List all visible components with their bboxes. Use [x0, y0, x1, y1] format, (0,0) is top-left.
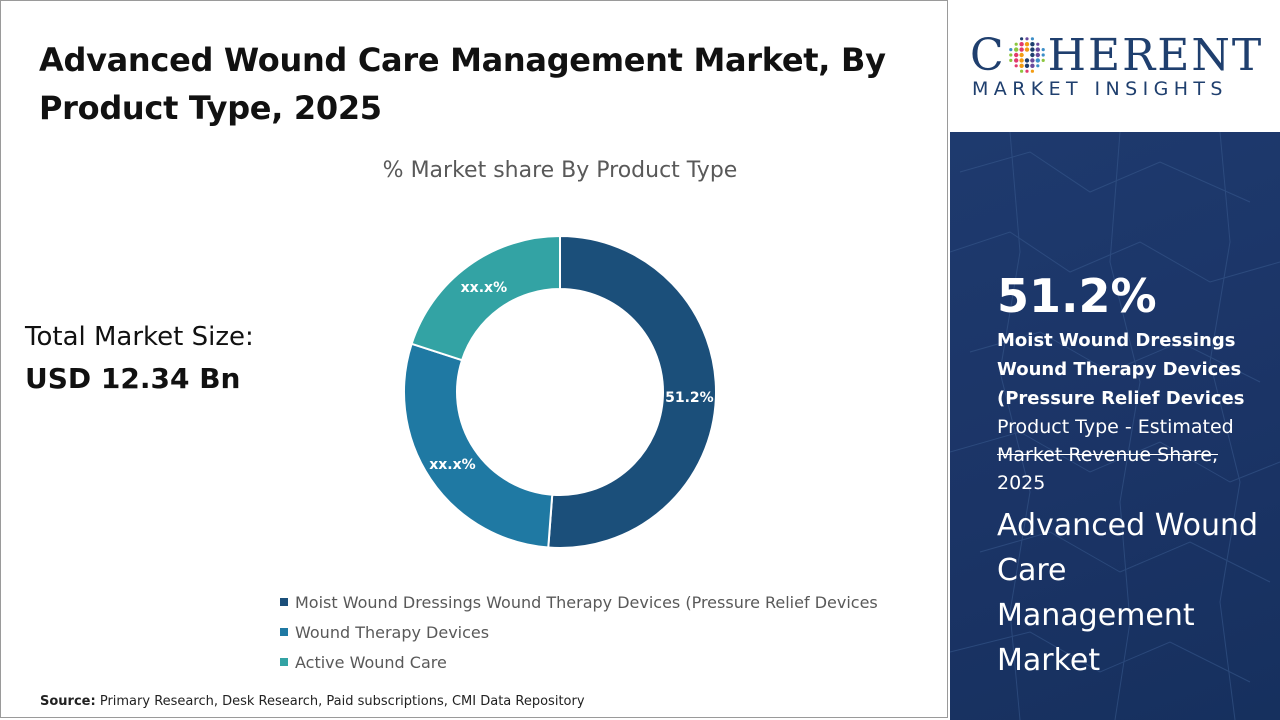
logo-dot	[1030, 37, 1034, 41]
logo-dot	[1025, 69, 1029, 73]
logo-dot	[1019, 63, 1024, 68]
legend-label: Active Wound Care	[295, 652, 447, 672]
logo-dot	[1013, 58, 1019, 63]
logo-dot	[1008, 53, 1013, 57]
legend-item-active-wound-care: Active Wound Care	[280, 647, 878, 677]
page-title: Advanced Wound Care Management Market, B…	[39, 41, 886, 127]
donut-slice-2	[403, 342, 554, 549]
logo-dot	[1024, 47, 1029, 52]
logo-dot	[1035, 47, 1040, 52]
logo-dot	[1014, 42, 1018, 46]
logo-dot	[1013, 47, 1019, 52]
logo-dot	[1019, 69, 1023, 73]
logo-dot	[1029, 47, 1035, 52]
source-note: Source: Primary Research, Desk Research,…	[40, 694, 585, 709]
donut-data-label-3: xx.x%	[461, 280, 507, 296]
description-line: Market Revenue Share,	[997, 444, 1219, 466]
chart-title: % Market share By Product Type	[382, 158, 738, 183]
legend-swatch	[280, 598, 288, 606]
logo-dot	[1024, 63, 1029, 68]
legend-label: Moist Wound Dressings Wound Therapy Devi…	[295, 592, 878, 612]
total-market-size-value: USD 12.34 Bn	[25, 362, 241, 395]
donut-slice-1	[547, 234, 717, 549]
logo-dot	[1014, 64, 1018, 68]
legend-swatch	[280, 658, 288, 666]
chart-frame	[0, 0, 948, 718]
logo-dot	[1029, 42, 1035, 47]
coherent-logo: C HERENT	[970, 29, 1264, 81]
logo-dot	[1041, 53, 1045, 57]
logo-dot	[1019, 52, 1024, 58]
source-label: Source:	[40, 694, 96, 709]
logo-brand-left: C	[970, 29, 1006, 81]
highlight-segment-name: Moist Wound Dressings Wound Therapy Devi…	[997, 330, 1245, 409]
logo-dots-icon	[1008, 37, 1045, 73]
donut-slice-3	[410, 234, 561, 362]
side-panel: 51.2% Moist Wound Dressings Wound Therap…	[950, 132, 1280, 720]
logo-dot	[1035, 42, 1040, 46]
chart-legend: Moist Wound Dressings Wound Therapy Devi…	[280, 587, 878, 677]
donut-chart: 51.2% xx.x% xx.x%	[403, 234, 717, 549]
donut-data-label-2: xx.x%	[429, 457, 475, 473]
logo-dot	[1041, 48, 1045, 52]
logo-dot	[1029, 63, 1035, 68]
logo-tagline: MARKET INSIGHTS	[972, 78, 1228, 100]
logo-dot	[1035, 58, 1040, 63]
legend-item-moist-wound-dressings: Moist Wound Dressings Wound Therapy Devi…	[280, 587, 878, 617]
logo-dot	[1019, 47, 1024, 52]
source-text: Primary Research, Desk Research, Paid su…	[99, 694, 585, 709]
description-line: Product Type - Estimated	[997, 416, 1234, 438]
logo-dot	[1030, 69, 1034, 73]
highlight-block: 51.2% Moist Wound Dressings Wound Therap…	[997, 270, 1272, 683]
legend-swatch	[280, 628, 288, 636]
logo-dot	[1019, 42, 1024, 47]
logo-dot	[1029, 58, 1035, 63]
logo-dot	[1025, 37, 1029, 41]
highlight-description: Product Type - Estimated Market Revenue …	[997, 413, 1272, 497]
map-background-icon	[950, 132, 1280, 720]
highlight-value: 51.2%	[997, 269, 1157, 323]
legend-item-wound-therapy-devices: Wound Therapy Devices	[280, 617, 878, 647]
logo-dot	[1019, 58, 1024, 63]
logo-dot	[1029, 52, 1035, 58]
logo-area: C HERENT MARKET INSIGHTS	[950, 0, 1280, 132]
logo-dot	[1008, 48, 1013, 52]
legend-label: Wound Therapy Devices	[295, 622, 490, 642]
logo-brand-right: HERENT	[1047, 29, 1264, 81]
logo-dot	[1035, 52, 1040, 58]
logo-dot	[1035, 64, 1040, 68]
donut-data-label-1: 51.2%	[665, 390, 714, 406]
market-name: Advanced Wound Care Management Market	[997, 508, 1259, 678]
logo-dot	[1041, 58, 1045, 62]
logo-dot	[1013, 52, 1019, 58]
description-line: 2025	[997, 472, 1046, 494]
logo-dot	[1024, 42, 1029, 47]
logo-dot	[1024, 58, 1029, 63]
logo-dot	[1008, 58, 1013, 62]
logo-dot	[1019, 37, 1023, 41]
total-market-size-label: Total Market Size:	[25, 322, 254, 352]
